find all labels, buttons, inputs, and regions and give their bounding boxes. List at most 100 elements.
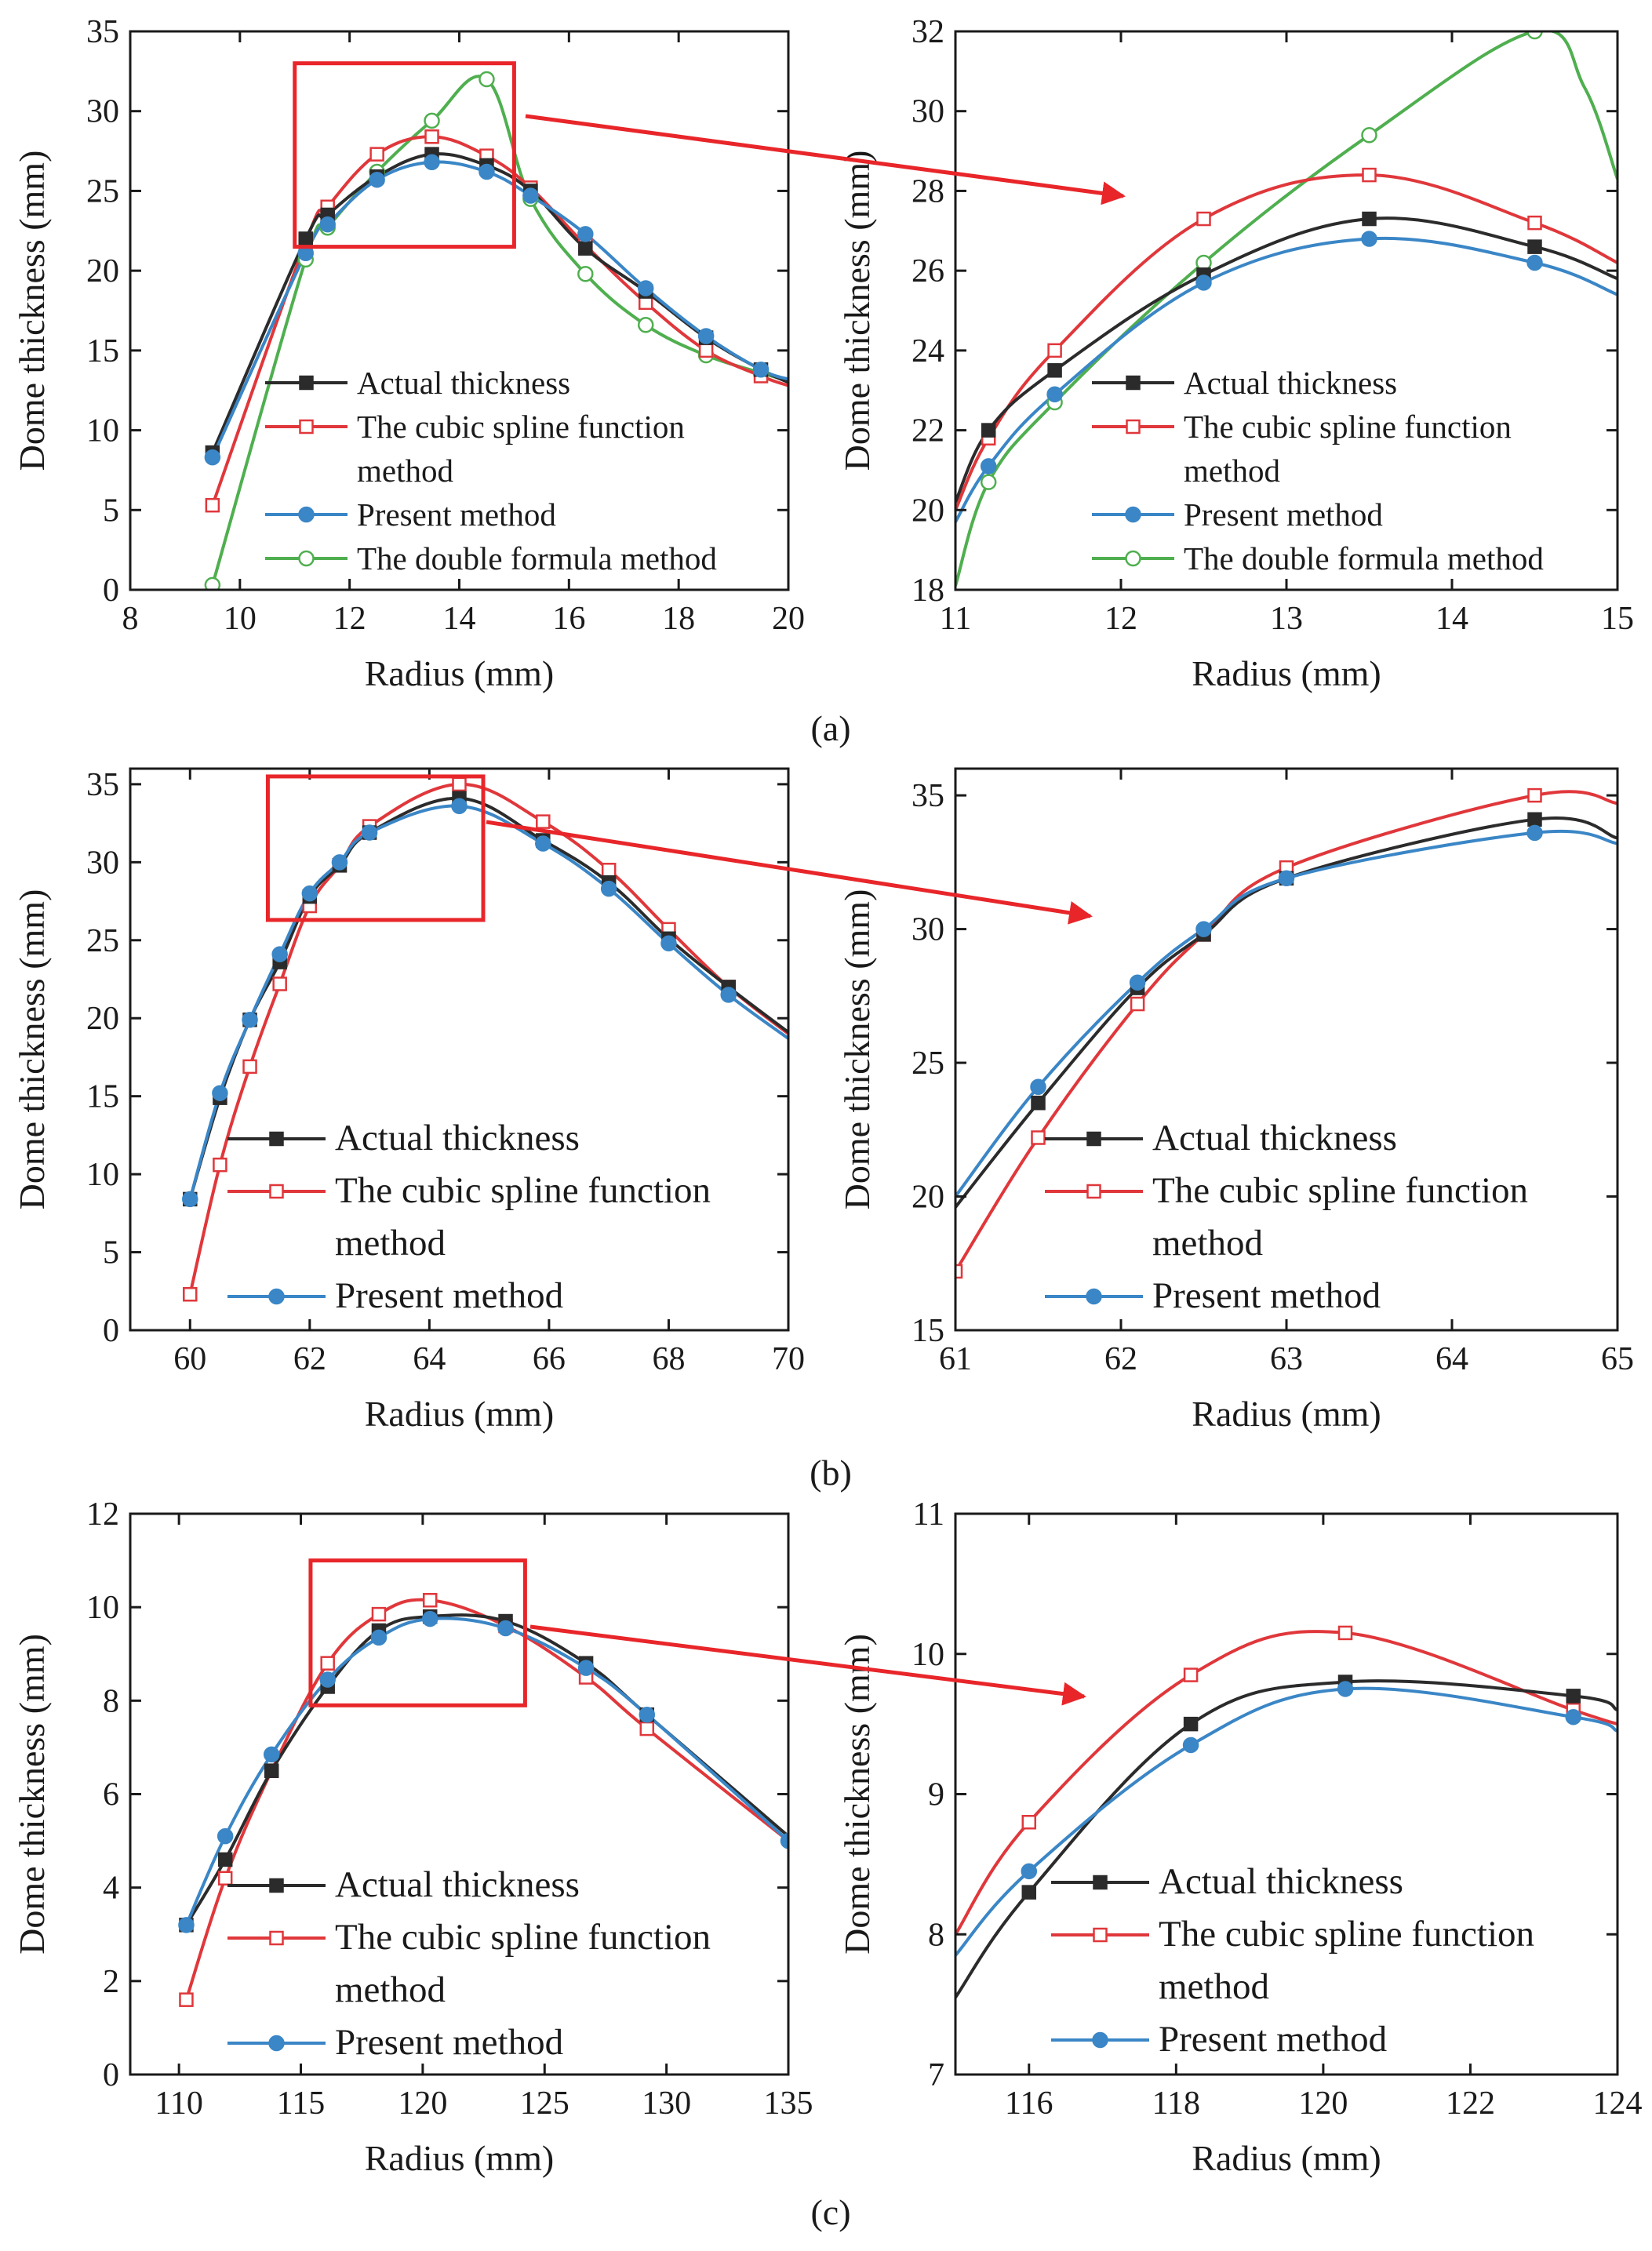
data-point-double <box>424 112 440 129</box>
data-point-present <box>1195 921 1212 937</box>
y-tick-label: 8 <box>928 1917 944 1953</box>
x-tick-label: 13 <box>1270 601 1303 637</box>
series-group <box>182 776 788 1302</box>
data-point-present <box>212 1085 228 1101</box>
data-point-cubic <box>242 1059 257 1075</box>
legend-label-cubic: The cubic spline function <box>335 1170 711 1211</box>
legend-label-double: The double formula method <box>357 540 717 576</box>
chart-a-left: 8 10 12 14 16 18 20 0 5 10 15 20 25 30 35 Radius (mm) Do… <box>12 14 805 693</box>
data-point-cubic <box>371 1606 387 1622</box>
data-point-present <box>370 1629 388 1646</box>
y-tick-label: 5 <box>103 1235 119 1271</box>
data-point-present <box>1195 275 1212 291</box>
legend-label-actual: Actual thickness <box>1184 365 1397 401</box>
data-point-present <box>421 1610 438 1627</box>
x-tick-label: 64 <box>1435 1341 1468 1377</box>
data-point-cubic <box>1183 1667 1199 1682</box>
data-point-cubic <box>1527 787 1542 803</box>
x-tick-label: 62 <box>1104 1341 1137 1377</box>
legend-label-present: Present method <box>1184 496 1383 533</box>
data-point-cubic <box>1130 996 1145 1012</box>
data-point-present <box>263 1746 280 1763</box>
y-axis-title: Dome thickness (mm) <box>12 151 52 471</box>
legend-label-cubic: method <box>1159 1966 1269 2007</box>
x-tick-label: 120 <box>398 2086 447 2122</box>
legend-label-cubic: The cubic spline function <box>1152 1170 1528 1211</box>
data-point-actual <box>217 1852 233 1867</box>
data-point-present <box>697 328 715 344</box>
data-point-present <box>752 362 770 378</box>
y-tick-label: 15 <box>86 333 119 369</box>
y-axis-title: Dome thickness (mm) <box>837 1634 877 1955</box>
series-line-present <box>184 1616 788 1926</box>
zoom-arrow-a <box>525 114 1126 205</box>
legend-label-cubic: method <box>1184 453 1280 489</box>
y-tick-label: 20 <box>86 253 119 289</box>
data-point-cubic <box>1337 1625 1353 1641</box>
data-point-actual <box>1047 363 1062 378</box>
y-tick-label: 9 <box>928 1777 944 1813</box>
data-point-present <box>1021 1863 1038 1880</box>
y-tick-label: 15 <box>912 1313 944 1349</box>
series-group <box>955 787 1617 1279</box>
data-point-cubic <box>205 497 220 513</box>
x-tick-label: 12 <box>1104 601 1137 637</box>
x-axis-title: Radius (mm) <box>365 2138 554 2178</box>
data-point-actual <box>1527 239 1542 254</box>
x-tick-label: 20 <box>772 601 805 637</box>
y-tick-label: 32 <box>912 14 944 50</box>
x-tick-label: 118 <box>1152 2086 1200 2122</box>
zoom-box <box>265 774 486 922</box>
x-axis-title: Radius (mm) <box>365 1394 554 1434</box>
x-tick-label: 8 <box>122 601 139 637</box>
y-tick-label: 10 <box>86 1590 119 1626</box>
legend-label-double: The double formula method <box>1184 540 1544 576</box>
data-point-present <box>369 171 385 188</box>
x-tick-label: 110 <box>155 2086 202 2122</box>
data-point-cubic <box>272 976 287 991</box>
x-tick-label: 124 <box>1593 2086 1643 2122</box>
legend-label-cubic: method <box>335 1223 446 1264</box>
x-tick-label: 115 <box>277 2086 325 2122</box>
x-tick-label: 15 <box>1601 601 1634 637</box>
legend-marker-double <box>298 550 315 567</box>
legend-label-actual: Actual thickness <box>1159 1861 1403 1902</box>
data-point-actual <box>1031 1095 1046 1111</box>
plot-frame <box>129 1512 790 2076</box>
x-tick-label: 16 <box>552 601 585 637</box>
x-tick-label: 116 <box>1005 2086 1053 2122</box>
data-point-present <box>637 280 654 296</box>
legend-marker-cubic <box>1126 419 1141 435</box>
data-point-cubic <box>1021 1815 1037 1830</box>
data-point-double <box>204 576 221 590</box>
legend-label-present: Present method <box>335 2022 563 2063</box>
y-tick-label: 26 <box>912 253 944 289</box>
data-point-cubic <box>536 814 551 829</box>
data-point-present <box>1129 974 1146 991</box>
data-point-present <box>1337 1681 1354 1697</box>
data-point-present <box>178 1917 195 1933</box>
data-point-present <box>301 885 318 902</box>
data-point-cubic <box>452 776 467 792</box>
data-point-cubic <box>698 343 714 358</box>
x-tick-label: 63 <box>1270 1341 1303 1377</box>
legend-marker-cubic <box>1086 1184 1101 1199</box>
data-point-cubic <box>183 1287 198 1302</box>
x-axis-title: Radius (mm) <box>365 653 554 693</box>
y-tick-label: 30 <box>86 845 119 881</box>
y-tick-label: 25 <box>912 1045 944 1082</box>
y-tick-label: 20 <box>912 493 944 529</box>
legend-marker-present <box>1125 506 1141 523</box>
data-point-present <box>980 458 997 475</box>
legend-marker-actual <box>1126 375 1141 391</box>
data-point-present <box>1046 386 1063 403</box>
legend-marker-actual <box>269 1878 284 1893</box>
y-tick-label: 4 <box>103 1871 119 1907</box>
data-point-present <box>639 1706 656 1723</box>
x-tick-label: 70 <box>772 1341 805 1377</box>
zoom-box <box>308 1558 527 1707</box>
series-line-cubic <box>184 1598 788 2001</box>
data-point-double <box>478 71 495 88</box>
data-point-cubic <box>1031 1130 1046 1145</box>
data-point-present <box>1182 1736 1199 1754</box>
